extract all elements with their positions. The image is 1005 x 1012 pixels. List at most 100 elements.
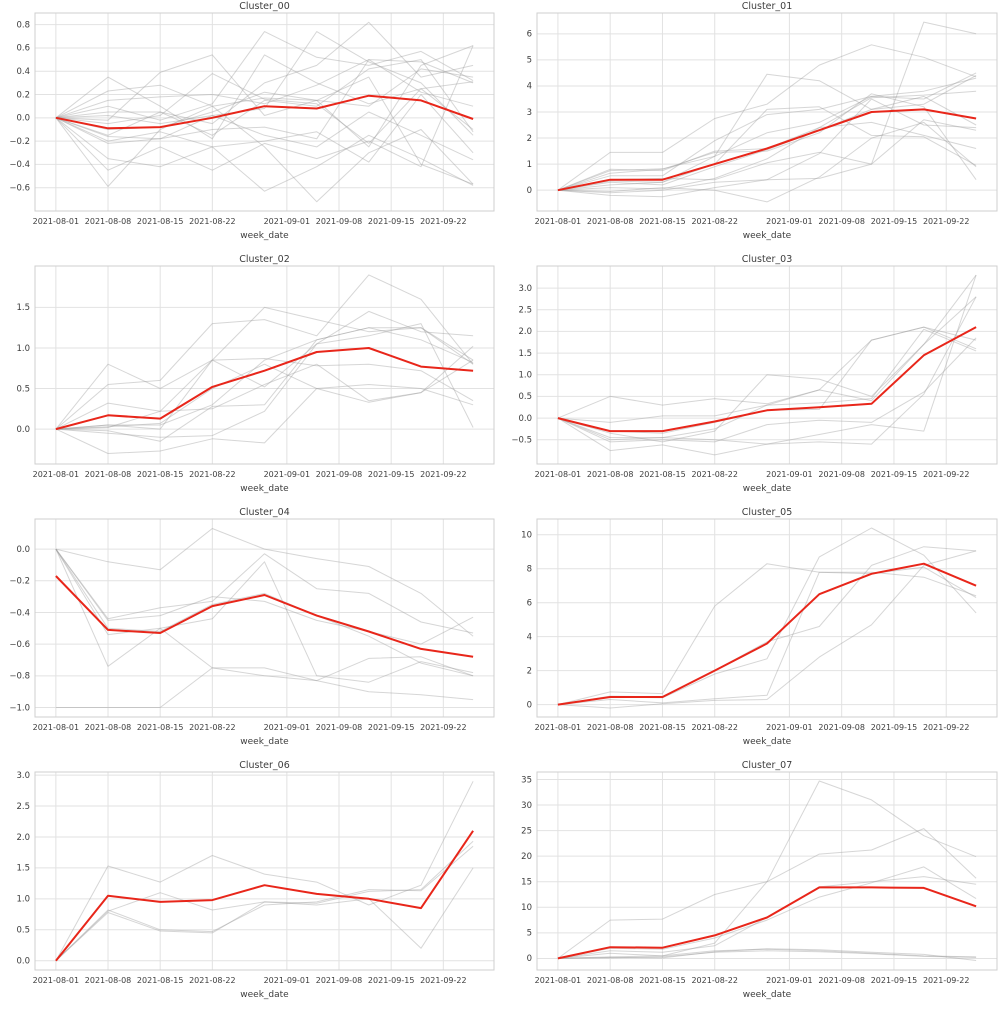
svg-text:5: 5	[527, 929, 532, 939]
svg-text:2: 2	[527, 666, 532, 676]
svg-text:2021-09-15: 2021-09-15	[871, 976, 918, 985]
svg-text:2021-08-01: 2021-08-01	[33, 217, 80, 226]
svg-text:Cluster_01: Cluster_01	[742, 1, 793, 12]
svg-text:0.8: 0.8	[16, 20, 30, 30]
svg-text:0.6: 0.6	[16, 44, 30, 54]
svg-text:2021-09-08: 2021-09-08	[818, 470, 865, 479]
svg-text:1.5: 1.5	[518, 349, 532, 359]
subplot-cluster-02: 0.0 0.5 1.0 1.5 2021-08-01 2021-08-08 2021-08-…	[0, 253, 502, 506]
cluster-07-plot: 0 5 10 15 20 25 30 35 2021-08-01 2021-08-08 2021-0…	[502, 759, 1005, 1012]
svg-text:2021-09-01: 2021-09-01	[766, 976, 813, 985]
svg-text:0.5: 0.5	[518, 392, 532, 402]
svg-text:−0.5: −0.5	[511, 436, 532, 446]
svg-text:2021-08-01: 2021-08-01	[535, 976, 582, 985]
svg-text:2.0: 2.0	[518, 327, 532, 337]
svg-text:0.0: 0.0	[16, 114, 30, 124]
svg-text:3.0: 3.0	[518, 284, 532, 294]
svg-text:2021-08-01: 2021-08-01	[535, 723, 582, 732]
svg-text:2021-08-22: 2021-08-22	[189, 976, 236, 985]
svg-text:2021-09-15: 2021-09-15	[368, 470, 415, 479]
svg-text:2021-08-01: 2021-08-01	[535, 217, 582, 226]
svg-text:20: 20	[521, 852, 532, 862]
svg-text:week_date: week_date	[240, 990, 289, 1000]
svg-text:week_date: week_date	[743, 990, 792, 1000]
subplot-cluster-01: 0 1 2 3 4 5 6 2021-08-01 2021-08-08 2021-08-15 202…	[502, 0, 1005, 253]
svg-text:2021-08-15: 2021-08-15	[137, 217, 184, 226]
svg-text:2.5: 2.5	[16, 802, 30, 812]
svg-text:35: 35	[521, 775, 532, 785]
svg-text:2021-08-22: 2021-08-22	[189, 217, 236, 226]
svg-text:2021-08-08: 2021-08-08	[587, 723, 634, 732]
svg-text:10: 10	[521, 531, 532, 541]
cluster-05-plot: 0 2 4 6 8 10 2021-08-01 2021-08-08 2021-08-15 202…	[502, 506, 1005, 759]
svg-text:Cluster_05: Cluster_05	[742, 507, 793, 518]
subplot-cluster-07: 0 5 10 15 20 25 30 35 2021-08-01 2021-08-08 2021-0…	[502, 759, 1005, 1012]
cluster-03-plot: −0.5 0.0 0.5 1.0 1.5 2.0 2.5 3.0 2021-08-01 2021-…	[502, 253, 1005, 506]
svg-text:2021-09-08: 2021-09-08	[316, 976, 363, 985]
svg-text:2021-09-01: 2021-09-01	[766, 723, 813, 732]
svg-text:0.5: 0.5	[16, 926, 30, 936]
svg-text:2021-08-08: 2021-08-08	[587, 470, 634, 479]
svg-text:1.5: 1.5	[16, 864, 30, 874]
svg-text:2021-09-22: 2021-09-22	[420, 723, 467, 732]
svg-text:week_date: week_date	[240, 484, 289, 494]
svg-text:2021-09-01: 2021-09-01	[766, 470, 813, 479]
svg-text:−0.6: −0.6	[9, 640, 30, 650]
svg-text:10: 10	[521, 903, 532, 913]
svg-text:1.0: 1.0	[16, 344, 30, 354]
svg-text:2021-08-08: 2021-08-08	[587, 217, 634, 226]
svg-text:25: 25	[521, 826, 532, 836]
svg-text:0: 0	[527, 954, 532, 964]
svg-text:2021-08-15: 2021-08-15	[137, 723, 184, 732]
svg-text:0.0: 0.0	[16, 545, 30, 555]
svg-text:week_date: week_date	[743, 231, 792, 241]
svg-text:2021-09-08: 2021-09-08	[818, 723, 865, 732]
svg-text:1.0: 1.0	[518, 371, 532, 381]
svg-text:15: 15	[521, 878, 532, 888]
svg-text:2021-09-22: 2021-09-22	[923, 217, 970, 226]
svg-text:2021-09-15: 2021-09-15	[871, 723, 918, 732]
svg-text:Cluster_00: Cluster_00	[239, 1, 290, 12]
cluster-06-plot: 0.0 0.5 1.0 1.5 2.0 2.5 3.0 2021-08-01 2021-08-0…	[0, 759, 502, 1012]
svg-text:week_date: week_date	[743, 737, 792, 747]
svg-text:2021-09-15: 2021-09-15	[368, 723, 415, 732]
svg-text:week_date: week_date	[743, 484, 792, 494]
subplot-cluster-00: −0.6 −0.4 −0.2 0.0 0.2 0.4 0.6 0.8 2021-08-01 202…	[0, 0, 502, 253]
svg-text:1.0: 1.0	[16, 895, 30, 905]
svg-text:2021-09-22: 2021-09-22	[923, 723, 970, 732]
svg-text:2021-08-08: 2021-08-08	[85, 976, 132, 985]
cluster-01-plot: 0 1 2 3 4 5 6 2021-08-01 2021-08-08 2021-08-15 202…	[502, 0, 1005, 253]
subplot-cluster-06: 0.0 0.5 1.0 1.5 2.0 2.5 3.0 2021-08-01 2021-08-0…	[0, 759, 502, 1012]
svg-text:4: 4	[527, 632, 532, 642]
svg-text:2021-08-08: 2021-08-08	[85, 217, 132, 226]
svg-text:2021-08-01: 2021-08-01	[33, 976, 80, 985]
svg-text:2021-08-15: 2021-08-15	[639, 976, 686, 985]
subplot-cluster-05: 0 2 4 6 8 10 2021-08-01 2021-08-08 2021-08-15 202…	[502, 506, 1005, 759]
svg-text:0.0: 0.0	[518, 414, 532, 424]
svg-text:week_date: week_date	[240, 737, 289, 747]
svg-text:3: 3	[527, 108, 532, 118]
svg-text:2021-09-08: 2021-09-08	[818, 217, 865, 226]
svg-text:1: 1	[527, 160, 532, 170]
svg-text:Cluster_03: Cluster_03	[742, 254, 793, 265]
svg-text:week_date: week_date	[240, 231, 289, 241]
svg-text:2021-09-15: 2021-09-15	[368, 217, 415, 226]
svg-text:0: 0	[527, 700, 532, 710]
svg-text:2021-08-15: 2021-08-15	[137, 976, 184, 985]
svg-text:2021-09-15: 2021-09-15	[368, 976, 415, 985]
svg-text:2021-09-15: 2021-09-15	[871, 217, 918, 226]
svg-text:0.2: 0.2	[16, 90, 30, 100]
svg-text:2021-08-22: 2021-08-22	[189, 470, 236, 479]
svg-text:2021-09-08: 2021-09-08	[818, 976, 865, 985]
svg-text:0.0: 0.0	[16, 425, 30, 435]
svg-text:2021-09-15: 2021-09-15	[871, 470, 918, 479]
svg-text:6: 6	[527, 30, 532, 40]
subplot-cluster-03: −0.5 0.0 0.5 1.0 1.5 2.0 2.5 3.0 2021-08-01 2021-…	[502, 253, 1005, 506]
svg-text:2021-09-01: 2021-09-01	[766, 217, 813, 226]
svg-text:2021-08-22: 2021-08-22	[189, 723, 236, 732]
svg-text:2021-09-01: 2021-09-01	[264, 723, 311, 732]
svg-text:2.5: 2.5	[518, 306, 532, 316]
svg-text:−0.2: −0.2	[9, 577, 30, 587]
svg-text:1.5: 1.5	[16, 303, 30, 313]
